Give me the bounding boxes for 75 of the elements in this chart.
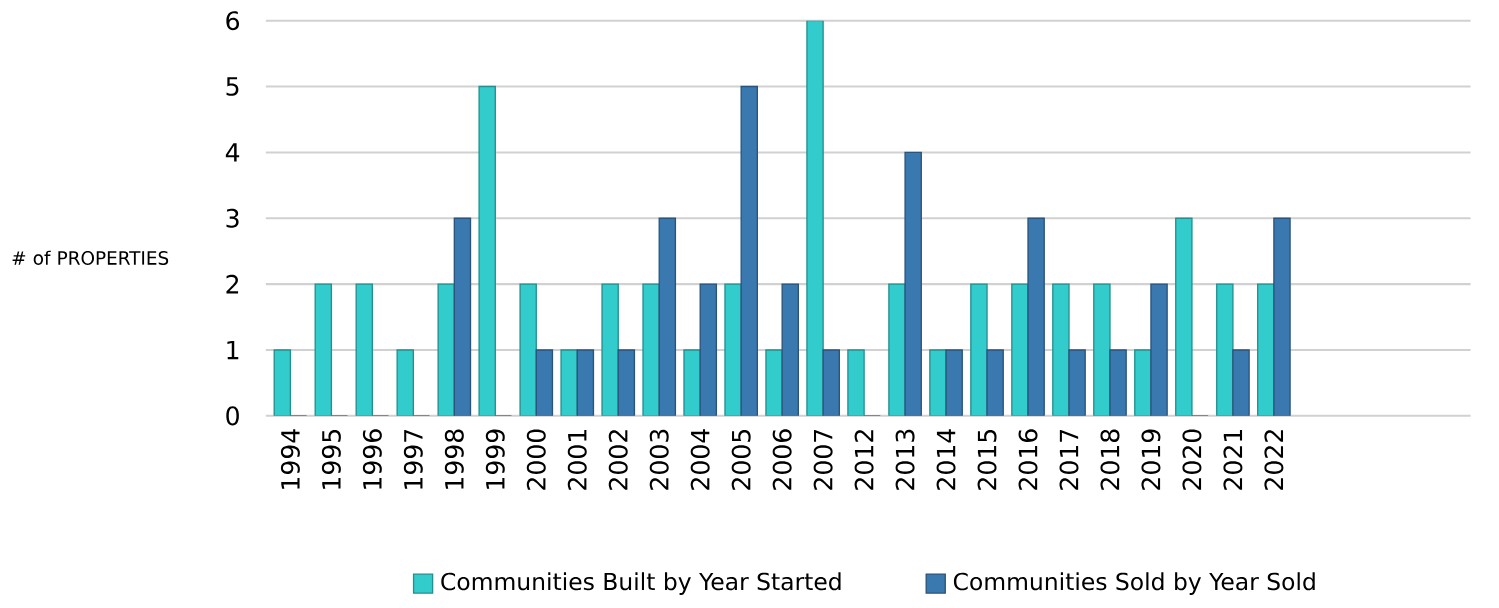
x-tick-label: 2022 [1264,430,1284,490]
bar [478,85,496,416]
x-tick-label: 2020 [1182,429,1202,490]
x-tick-label: 2007 [813,429,833,490]
bar [1027,217,1045,416]
bar [576,349,595,416]
bar [1052,283,1070,416]
bar [519,283,537,416]
bar [945,349,963,416]
bar [314,283,333,416]
bar [1134,349,1152,416]
bar [355,283,374,416]
x-tick-label: 2015 [977,429,997,490]
y-tick-label: 4 [225,143,240,162]
bar [929,349,947,416]
bar [1216,283,1234,416]
y-tick-label: 2 [226,274,239,294]
bar [888,283,906,416]
bar [781,283,799,416]
bar [699,283,718,416]
bar [273,349,292,416]
legend-label: Communities Built by Year Started [441,572,841,595]
x-tick-label: 1997 [403,429,423,489]
bar [847,349,865,416]
bar [904,151,922,416]
x-tick-label: 2012 [854,430,874,490]
y-tick-label: 1 [227,340,239,359]
bar [658,217,677,416]
x-tick-label: 1999 [485,429,505,489]
bar [822,349,840,416]
x-tick-label: 2006 [772,429,792,490]
bar [1109,349,1127,416]
legend-label: Communities Sold by Year Sold [953,572,1315,595]
y-tick-label: 5 [226,77,239,96]
x-tick-label: 2002 [608,430,628,490]
bar [601,283,619,416]
x-tick-label: 2000 [526,429,546,490]
x-tick-label: 1996 [362,429,382,489]
bar [560,349,578,416]
x-tick-label: 2019 [1141,429,1161,490]
bar [453,217,472,416]
bar [765,349,783,416]
x-tick-label: 2014 [936,428,956,490]
bar [535,349,554,416]
bar [642,283,660,416]
x-tick-label: 2021 [1223,429,1243,490]
x-tick-label: 2003 [649,429,669,490]
x-tick-label: 2013 [895,429,915,490]
bar [1257,283,1275,416]
bar [986,349,1004,416]
x-tick-label: 2005 [731,429,751,490]
x-tick-label: 1995 [321,429,341,489]
bar [1175,217,1193,416]
bar [617,349,636,416]
bar [1068,349,1086,416]
y-tick-label: 0 [226,406,239,426]
bar [396,349,415,416]
x-tick-label: 2018 [1100,429,1120,490]
bar [970,283,988,416]
x-tick-label: 1998 [444,429,464,489]
bar [724,283,742,416]
bar [1011,283,1029,416]
x-tick-label: 2016 [1018,429,1038,490]
x-tick-label: 1994 [280,428,300,489]
bar [740,85,759,416]
x-tick-label: 2017 [1059,429,1079,490]
x-tick-label: 2001 [567,429,587,490]
bar [683,349,701,416]
x-tick-label: 2004 [690,428,710,490]
y-tick-label: 6 [226,10,240,30]
bar [806,20,824,416]
y-tick-label: 3 [226,208,239,228]
y-axis-title: # of PROPERTIES [12,250,169,265]
bar [437,283,455,416]
bar [1093,283,1111,416]
